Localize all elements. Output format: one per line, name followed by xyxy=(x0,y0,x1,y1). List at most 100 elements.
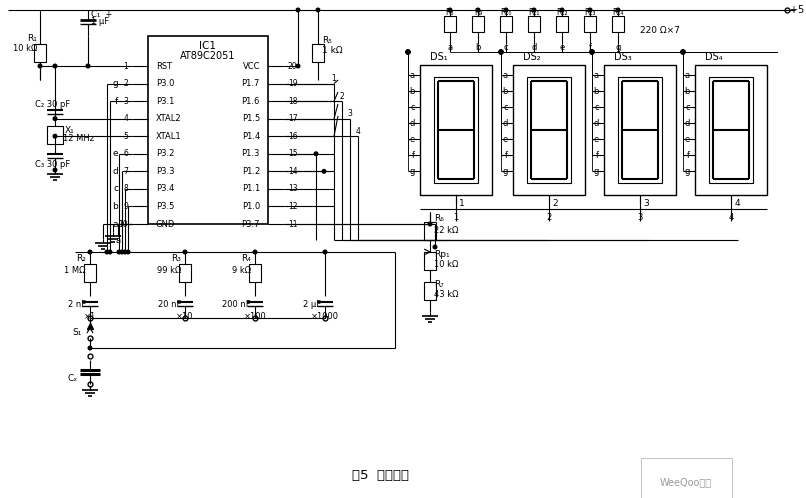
Text: 1: 1 xyxy=(453,213,459,222)
Text: P3.4: P3.4 xyxy=(156,184,174,193)
Text: g: g xyxy=(409,166,415,175)
Text: a: a xyxy=(685,71,690,80)
Text: 19: 19 xyxy=(288,79,297,88)
Text: d: d xyxy=(409,119,415,127)
Circle shape xyxy=(38,64,42,68)
Text: f: f xyxy=(588,42,592,51)
Text: 4: 4 xyxy=(355,126,360,136)
Circle shape xyxy=(681,50,685,54)
Text: R₁₂: R₁₂ xyxy=(556,7,567,16)
Text: b: b xyxy=(409,87,415,96)
Text: VCC: VCC xyxy=(243,61,260,71)
Text: 43 kΩ: 43 kΩ xyxy=(434,289,459,298)
Bar xyxy=(434,77,478,183)
Text: R₄: R₄ xyxy=(241,253,251,262)
Text: 11: 11 xyxy=(288,220,297,229)
Text: 9: 9 xyxy=(123,202,128,211)
Text: P1.5: P1.5 xyxy=(242,114,260,123)
Bar xyxy=(695,65,767,195)
Text: P3.7: P3.7 xyxy=(242,220,260,229)
Text: e: e xyxy=(503,134,508,143)
Text: Rp₁: Rp₁ xyxy=(434,249,450,258)
Text: XTAL1: XTAL1 xyxy=(156,132,181,141)
Text: 1: 1 xyxy=(123,61,128,71)
Text: g: g xyxy=(615,42,621,51)
Circle shape xyxy=(86,64,89,68)
Circle shape xyxy=(681,50,685,54)
Circle shape xyxy=(117,250,121,254)
Circle shape xyxy=(499,50,503,54)
Circle shape xyxy=(53,134,56,138)
Bar xyxy=(527,77,571,183)
Circle shape xyxy=(499,50,503,54)
Text: 2 nF: 2 nF xyxy=(68,299,86,308)
Circle shape xyxy=(499,50,503,54)
Text: f: f xyxy=(596,150,599,159)
Text: b: b xyxy=(684,87,690,96)
Text: 2: 2 xyxy=(552,199,558,208)
Text: ×1: ×1 xyxy=(84,312,96,321)
Bar xyxy=(500,16,512,32)
Text: 20: 20 xyxy=(288,61,297,71)
Text: d: d xyxy=(112,167,118,176)
Text: e: e xyxy=(409,134,415,143)
Text: 1 µF: 1 µF xyxy=(91,16,109,25)
Text: GND: GND xyxy=(156,220,176,229)
Text: b: b xyxy=(594,87,599,96)
Text: DS₁: DS₁ xyxy=(430,52,447,62)
Circle shape xyxy=(323,250,326,254)
Text: 220 Ω×7: 220 Ω×7 xyxy=(640,25,680,34)
Text: DS₂: DS₂ xyxy=(523,52,541,62)
Circle shape xyxy=(590,50,594,54)
Text: P3.5: P3.5 xyxy=(156,202,174,211)
Text: g: g xyxy=(112,79,118,88)
Text: e: e xyxy=(559,42,565,51)
Circle shape xyxy=(617,8,620,12)
Text: f: f xyxy=(687,150,690,159)
Text: 22 kΩ: 22 kΩ xyxy=(434,226,459,235)
Text: P3.1: P3.1 xyxy=(156,97,174,106)
Circle shape xyxy=(88,346,92,350)
Text: 10 kΩ: 10 kΩ xyxy=(434,259,459,268)
Text: d: d xyxy=(503,119,508,127)
Circle shape xyxy=(681,50,685,54)
Circle shape xyxy=(406,50,409,54)
Bar xyxy=(709,77,753,183)
Text: b: b xyxy=(476,42,480,51)
Circle shape xyxy=(127,250,130,254)
Circle shape xyxy=(108,250,112,254)
Text: c: c xyxy=(113,184,118,193)
Circle shape xyxy=(406,50,409,54)
Text: 1: 1 xyxy=(331,74,336,83)
Text: 6: 6 xyxy=(123,149,128,158)
Circle shape xyxy=(532,8,536,12)
Text: C₃ 30 pF: C₃ 30 pF xyxy=(35,159,70,168)
Circle shape xyxy=(590,50,594,54)
Text: C₂ 30 pF: C₂ 30 pF xyxy=(35,100,70,109)
Text: f: f xyxy=(505,150,508,159)
Text: 4: 4 xyxy=(729,213,733,222)
Text: d: d xyxy=(594,119,599,127)
Circle shape xyxy=(681,50,685,54)
Text: R₁₀: R₁₀ xyxy=(501,7,512,16)
Bar xyxy=(556,16,568,32)
Circle shape xyxy=(296,64,300,68)
Circle shape xyxy=(406,50,409,54)
Text: P1.3: P1.3 xyxy=(242,149,260,158)
Circle shape xyxy=(253,250,257,254)
Text: 8: 8 xyxy=(123,184,128,193)
Text: R₆: R₆ xyxy=(434,214,444,223)
Text: a: a xyxy=(503,71,508,80)
Circle shape xyxy=(588,8,592,12)
Text: Cₓ: Cₓ xyxy=(68,374,78,382)
Circle shape xyxy=(428,222,432,226)
Bar xyxy=(424,282,436,300)
Circle shape xyxy=(53,64,56,68)
Bar xyxy=(604,65,676,195)
Text: 2: 2 xyxy=(123,79,128,88)
Text: R₅: R₅ xyxy=(322,35,332,44)
Text: ×1000: ×1000 xyxy=(311,312,339,321)
Circle shape xyxy=(590,50,594,54)
Text: 1 kΩ: 1 kΩ xyxy=(322,45,343,54)
Bar xyxy=(312,44,324,62)
